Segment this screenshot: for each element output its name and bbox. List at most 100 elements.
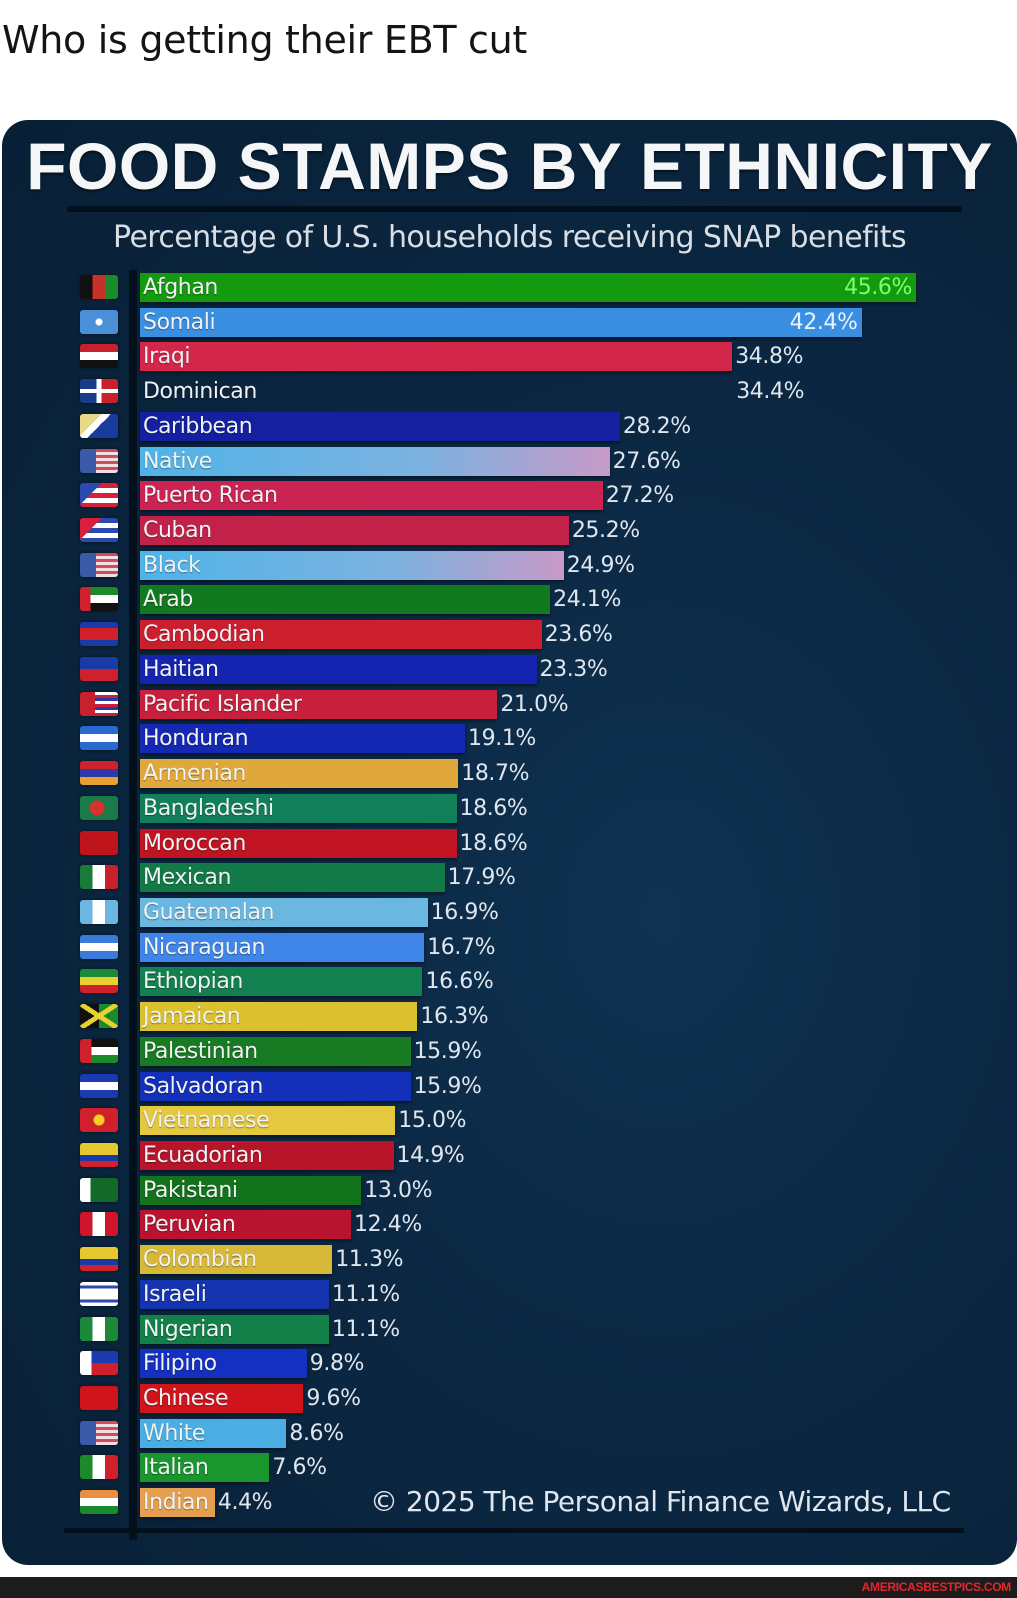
bar-row: Cambodian 23.6% (2, 617, 1017, 652)
bar (140, 863, 445, 893)
bar (140, 654, 537, 684)
bar-label: Salvadoran (143, 1073, 263, 1099)
bar-value: 45.6% (844, 275, 912, 300)
bar (140, 411, 620, 441)
bar-label: Nicaraguan (143, 934, 266, 960)
flag-nicaragua-icon (80, 934, 118, 959)
bar-row: Dominican 34.4% (2, 374, 1017, 409)
post-caption: Who is getting their EBT cut (2, 18, 528, 62)
bar-label: Ethiopian (143, 969, 243, 995)
flag-peru-icon (80, 1212, 118, 1237)
flag-mexico-icon (80, 865, 118, 890)
bar-row: White 8.6% (2, 1416, 1017, 1451)
bar-label: Puerto Rican (143, 483, 278, 509)
flag-afghanistan-icon (80, 275, 118, 299)
bar-label: Italian (143, 1455, 209, 1481)
bar (140, 724, 466, 754)
bar-value: 34.8% (735, 344, 804, 370)
bar-label: White (143, 1420, 205, 1446)
bar-row: Ethiopian 16.6% (2, 964, 1017, 999)
bar (140, 1488, 215, 1518)
bar-label: Armenian (143, 761, 246, 787)
flag-guatemala-icon (80, 899, 118, 924)
bar-value: 8.6% (289, 1420, 344, 1446)
bar-row: Israeli 11.1% (2, 1277, 1017, 1312)
bar (140, 1279, 329, 1309)
bar (140, 1141, 394, 1170)
flag-puerto-rico-icon (80, 483, 118, 508)
flag-armenia-icon (80, 761, 118, 786)
flag-pakistan-icon (80, 1177, 118, 1202)
bar-value: 16.3% (420, 1004, 489, 1030)
title-divider (67, 206, 962, 212)
bar-value: 28.2% (622, 413, 691, 439)
bar-value: 18.6% (459, 830, 528, 856)
bar-label: Guatemalan (143, 899, 275, 925)
bar-value: 9.6% (306, 1386, 361, 1412)
flag-somalia-icon (80, 309, 118, 334)
bar-label: Filipino (143, 1351, 217, 1377)
bar-value: 23.3% (539, 656, 608, 682)
bar (140, 1245, 333, 1275)
bar (140, 1349, 307, 1379)
bar-label: Mexican (143, 865, 231, 891)
bar-value: 27.2% (605, 483, 674, 509)
bar-row: Cuban 25.2% (2, 513, 1017, 548)
bar-row: Filipino 9.8% (2, 1346, 1017, 1381)
bar-label: Somali (143, 309, 216, 335)
flag-haiti-icon (80, 656, 118, 681)
chart-title: FOOD STAMPS BY ETHNICITY (26, 129, 993, 203)
bar-value: 16.6% (425, 969, 494, 995)
flag-china-icon (80, 1386, 118, 1411)
bar-label: Israeli (143, 1281, 207, 1307)
flag-ethiopia-icon (80, 969, 118, 994)
bar-label: Jamaican (143, 1004, 241, 1030)
bar-row: Mexican 17.9% (2, 860, 1017, 895)
bar-row: Vietnamese 15.0% (2, 1103, 1017, 1138)
bar (140, 1453, 270, 1483)
bar (140, 1002, 418, 1032)
flag-cambodia-icon (80, 622, 118, 647)
bar-label: Cuban (143, 518, 212, 544)
flag-jamaica-icon (80, 1004, 118, 1029)
bar-label: Afghan (143, 275, 218, 300)
flag-el-salvador-icon (80, 1073, 118, 1098)
flag-usa-icon (80, 552, 118, 577)
bar-value: 24.9% (566, 552, 635, 578)
bar-value: 25.2% (571, 518, 640, 544)
flag-uae-icon (80, 587, 118, 612)
flag-italy-icon (80, 1455, 118, 1480)
bar-row: Puerto Rican 27.2% (2, 478, 1017, 513)
flag-vietnam-icon (80, 1108, 118, 1133)
bar-value: 24.1% (553, 587, 621, 613)
bar (140, 897, 428, 927)
flag-bangladesh-icon (80, 795, 118, 820)
watermark-bar: AMERICASBESTPICS.COM (0, 1577, 1017, 1598)
bar-value: 9.8% (309, 1351, 365, 1377)
bar-label: Bangladeshi (143, 795, 274, 821)
bar-row: Somali 42.4% (2, 305, 1017, 340)
flag-india-icon (80, 1490, 118, 1515)
bar-value: 7.6% (272, 1455, 327, 1481)
bar-label: Ecuadorian (143, 1143, 263, 1168)
bar-label: Caribbean (143, 413, 253, 439)
bar-value: 16.7% (427, 934, 496, 960)
bar-label: Indian (143, 1490, 209, 1516)
bar (140, 307, 862, 337)
bar-value: 15.9% (413, 1073, 482, 1099)
bar-row: Pakistani 13.0% (2, 1173, 1017, 1208)
bar-label: Palestinian (143, 1038, 258, 1064)
bar-value: 23.6% (544, 622, 613, 648)
bar (140, 1106, 396, 1136)
bar (140, 1175, 362, 1205)
bar (140, 550, 564, 580)
bar-row: Armenian 18.7% (2, 756, 1017, 791)
bar-row: Caribbean 28.2% (2, 409, 1017, 444)
bar-row: Salvadoran 15.9% (2, 1069, 1017, 1104)
bar (140, 446, 610, 476)
flag-cuba-icon (80, 518, 118, 543)
bar-value: 17.9% (447, 865, 516, 891)
bar-row: Palestinian 15.9% (2, 1034, 1017, 1069)
bar-row: Jamaican 16.3% (2, 999, 1017, 1034)
bar (140, 1314, 329, 1344)
